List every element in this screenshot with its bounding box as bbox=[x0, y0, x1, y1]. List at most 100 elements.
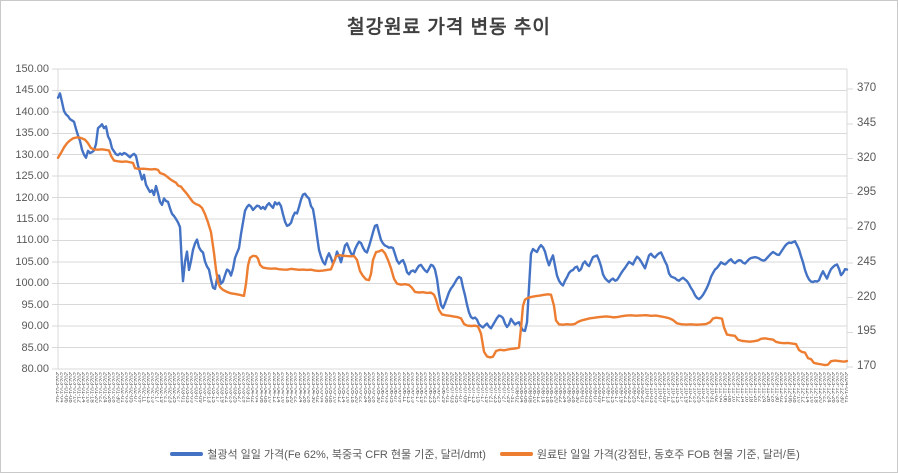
x-axis-date-label: 2023-08-26 bbox=[566, 372, 571, 403]
x-axis-date-label: 2023-07-05 bbox=[453, 372, 458, 403]
left-axis-tick-label: 145.00 bbox=[15, 84, 49, 97]
x-axis-date-label: 2023-12-24 bbox=[826, 372, 831, 403]
x-axis-date-label: 2023-11-08 bbox=[726, 372, 731, 403]
x-axis-date-label: 2023-05-16 bbox=[345, 372, 350, 403]
right-axis-tick-label: 320 bbox=[857, 151, 877, 164]
x-axis-date-label: 2023-06-11 bbox=[401, 372, 406, 403]
x-axis-date-label: 2023-04-08 bbox=[263, 372, 268, 403]
x-axis-date-label: 2023-07-23 bbox=[492, 372, 497, 403]
x-axis-date-label: 2023-02-19 bbox=[159, 372, 164, 403]
x-axis-date-label: 2023-10-07 bbox=[657, 372, 662, 403]
x-axis-date-label: 2023-07-31 bbox=[510, 372, 515, 403]
chart-title: 철강원료 가격 변동 추이 bbox=[347, 17, 551, 38]
x-axis-date-label: 2023-07-25 bbox=[497, 372, 502, 403]
x-axis-date-label: 2023-01-24 bbox=[102, 372, 107, 403]
right-axis-tick-label: 270 bbox=[857, 221, 877, 233]
x-axis-date-label: 2023-04-02 bbox=[250, 372, 255, 403]
x-axis-date-label: 2023-03-13 bbox=[206, 372, 211, 403]
x-axis-date-label: 2023-12-02 bbox=[778, 372, 783, 403]
x-axis-date-label: 2023-08-30 bbox=[575, 372, 580, 403]
x-axis-date-label: 2023-12-06 bbox=[787, 372, 792, 403]
x-axis-date-label: 2023-06-29 bbox=[440, 372, 445, 403]
x-axis-date-label: 2023-10-31 bbox=[709, 372, 714, 403]
legend: 철광석 일일 가격(Fe 62%, 북중국 CFR 현물 기준, 달러/dmt)… bbox=[1, 442, 897, 466]
right-axis-tick-label: 170 bbox=[857, 360, 877, 372]
x-axis-date-label: 2023-09-17 bbox=[614, 372, 619, 403]
right-axis-tick-label: 220 bbox=[857, 290, 877, 303]
x-axis-date-label: 2023-08-16 bbox=[544, 372, 549, 403]
x-axis-date-label: 2023-05-10 bbox=[332, 372, 337, 403]
x-axis-date-label: 2023-04-22 bbox=[293, 372, 298, 403]
x-axis-date-label: 2023-08-02 bbox=[514, 372, 519, 403]
x-axis-date-label: 2023-01-28 bbox=[111, 372, 116, 403]
left-axis-tick-label: 85.00 bbox=[21, 341, 49, 354]
x-axis-date-label: 2023-09-23 bbox=[627, 372, 632, 403]
legend-item-coking-coal: 원료탄 일일 가격(강점탄, 동호주 FOB 현물 기준, 달러/톤) bbox=[499, 446, 800, 462]
x-axis-date-label: 2023-05-12 bbox=[336, 372, 341, 403]
x-axis-date-label: 2023-08-28 bbox=[570, 372, 575, 403]
x-axis-date-label: 2023-12-14 bbox=[804, 372, 809, 403]
x-axis-date-label: 2023-09-05 bbox=[588, 372, 593, 403]
x-axis-date-label: 2023-11-26 bbox=[765, 372, 770, 403]
x-axis-date-label: 2023-03-15 bbox=[211, 372, 216, 403]
left-axis-tick-label: 95.00 bbox=[21, 298, 49, 311]
x-axis-date-label: 2023-10-13 bbox=[670, 372, 675, 403]
x-axis-date-label: 2023-05-14 bbox=[341, 372, 346, 403]
x-axis-date-label: 2023-03-21 bbox=[224, 372, 229, 403]
x-axis-date-label: 2023-03-23 bbox=[228, 372, 233, 403]
left-axis-tick-label: 80.00 bbox=[21, 363, 49, 375]
coking-coal-line-swatch bbox=[499, 452, 533, 456]
x-axis-date-label: 2023-02-25 bbox=[172, 372, 177, 403]
x-axis-date-label: 2023-10-03 bbox=[648, 372, 653, 403]
x-axis-date-label: 2023-07-17 bbox=[479, 372, 484, 403]
x-axis-date-label: 2023-03-03 bbox=[185, 372, 190, 403]
right-axis-tick-label: 345 bbox=[857, 116, 877, 129]
right-axis-tick-label: 195 bbox=[857, 325, 877, 338]
x-axis-date-label: 2023-11-12 bbox=[735, 372, 740, 403]
x-axis-date-label: 2023-06-25 bbox=[432, 372, 437, 403]
left-axis-tick-label: 110.00 bbox=[16, 234, 49, 247]
x-axis-date-label: 2023-11-20 bbox=[752, 372, 757, 403]
x-axis-date-label: 2023-09-15 bbox=[609, 372, 614, 403]
x-axis-date-label: 2023-01-22 bbox=[98, 372, 103, 403]
x-axis-date-label: 2023-09-01 bbox=[579, 372, 584, 403]
x-axis-date-label: 2023-01-26 bbox=[107, 372, 112, 403]
x-axis-date-label: 2023-09-21 bbox=[622, 372, 627, 403]
x-axis-date-label: 2023-11-18 bbox=[748, 372, 753, 403]
x-axis-date-label: 2023-12-30 bbox=[839, 372, 844, 403]
x-axis-date-label: 2023-08-04 bbox=[518, 372, 523, 403]
x-axis-date-label: 2023-04-28 bbox=[306, 372, 311, 403]
x-axis-date-label: 2023-12-16 bbox=[809, 372, 814, 403]
x-axis-date-label: 2023-06-17 bbox=[414, 372, 419, 403]
x-axis-date-label: 2023-07-07 bbox=[458, 372, 463, 403]
x-axis-date-label: 2023-04-04 bbox=[254, 372, 259, 403]
x-axis-date-label: 2023-06-01 bbox=[380, 372, 385, 403]
x-axis-date-label: 2023-12-08 bbox=[791, 372, 796, 403]
x-axis-date-label: 2023-08-06 bbox=[523, 372, 528, 403]
x-axis-date-label: 2023-11-24 bbox=[761, 372, 766, 403]
x-axis-date-label: 2023-08-10 bbox=[531, 372, 536, 403]
x-axis-date-label: 2023-02-11 bbox=[141, 372, 146, 403]
x-axis-date-label: 2023-05-30 bbox=[375, 372, 380, 403]
x-axis-date-label: 2023-12-26 bbox=[830, 372, 835, 403]
x-axis-date-label: 2023-08-08 bbox=[527, 372, 532, 403]
x-axis-date-label: 2023-11-30 bbox=[774, 372, 779, 403]
x-axis-date-label: 2023-12-28 bbox=[835, 372, 840, 403]
x-axis-date-label: 2023-01-02 bbox=[55, 372, 59, 403]
x-axis-date-label: 2023-05-20 bbox=[354, 372, 359, 403]
x-axis-date-label: 2023-09-11 bbox=[601, 372, 606, 403]
x-axis-date-label: 2023-02-27 bbox=[176, 372, 181, 403]
x-axis-date-label: 2023-06-19 bbox=[419, 372, 424, 403]
x-axis-date-label: 2023-03-29 bbox=[241, 372, 246, 403]
x-axis-date-label: 2023-07-13 bbox=[471, 372, 476, 403]
x-axis-date-label: 2023-02-05 bbox=[128, 372, 133, 403]
left-axis-tick-label: 135.00 bbox=[15, 127, 49, 140]
left-axis-tick-label: 105.00 bbox=[15, 255, 49, 268]
series-coking-coal-line bbox=[56, 136, 849, 367]
x-axis-date-label: 2023-12-04 bbox=[783, 372, 788, 403]
x-axis-date-label: 2023-04-12 bbox=[271, 372, 276, 403]
x-axis-date-label: 2023-01-10 bbox=[72, 372, 77, 403]
x-axis-date-label: 2023-02-09 bbox=[137, 372, 142, 403]
left-axis-tick-label: 125.00 bbox=[15, 170, 49, 183]
x-axis-date-label: 2023-09-07 bbox=[592, 372, 597, 403]
